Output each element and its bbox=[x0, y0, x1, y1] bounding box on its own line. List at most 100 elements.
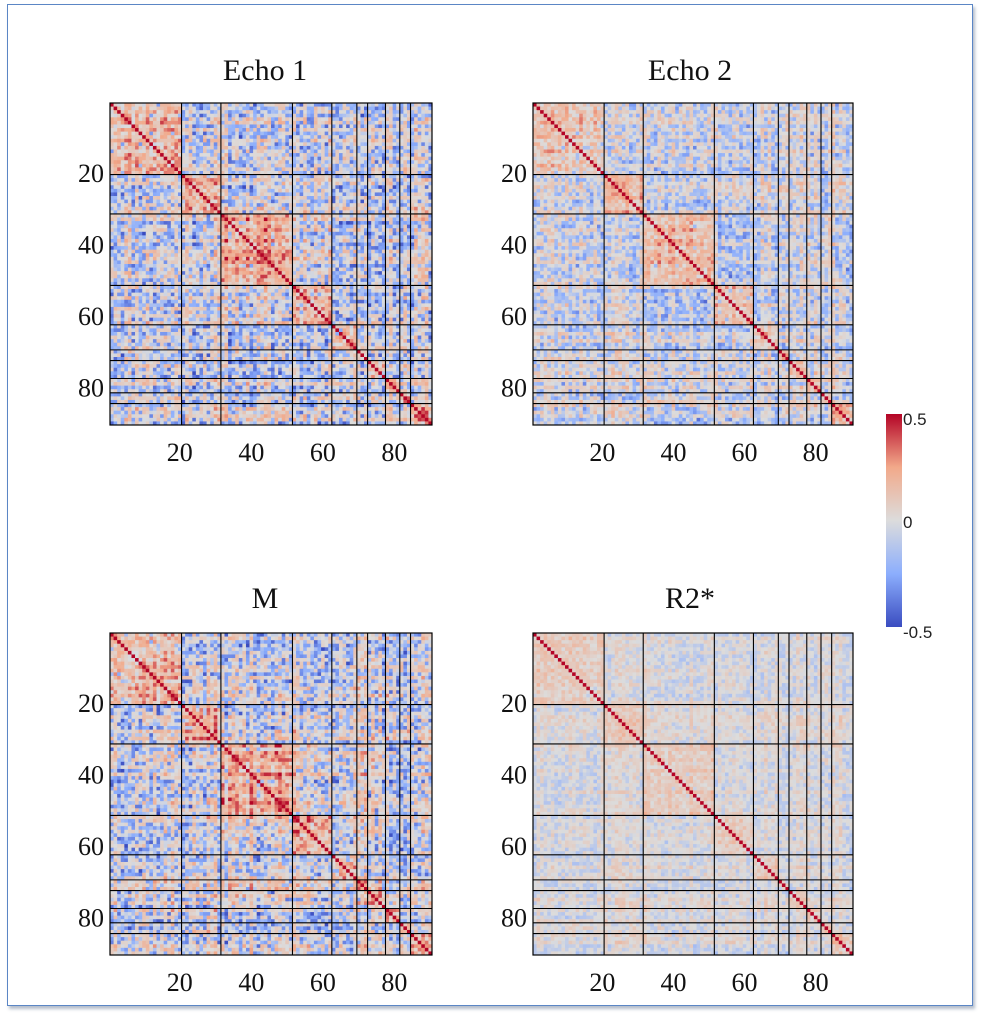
heatmap-cell bbox=[139, 124, 143, 128]
heatmap-cell bbox=[221, 150, 225, 154]
heatmap-cell bbox=[414, 150, 418, 154]
heatmap-cell bbox=[189, 124, 193, 128]
heatmap-cell bbox=[418, 117, 422, 121]
heatmap-cell bbox=[121, 150, 125, 154]
heatmap-cell bbox=[131, 139, 135, 143]
heatmap-cell bbox=[275, 139, 279, 143]
heatmap-cell bbox=[124, 117, 128, 121]
heatmap-cell bbox=[296, 146, 300, 150]
heatmap-cell bbox=[339, 110, 343, 114]
heatmap-cell bbox=[131, 124, 135, 128]
heatmap-cell bbox=[242, 121, 246, 125]
heatmap-cell bbox=[174, 139, 178, 143]
heatmap-cell bbox=[221, 117, 225, 121]
heatmap-cell bbox=[203, 146, 207, 150]
heatmap-cell bbox=[185, 107, 189, 111]
heatmap-cell bbox=[285, 121, 289, 125]
heatmap-cell bbox=[207, 128, 211, 132]
heatmap-cell bbox=[207, 110, 211, 114]
heatmap-cell bbox=[343, 150, 347, 154]
heatmap-cell bbox=[400, 124, 404, 128]
heatmap-cell bbox=[160, 110, 164, 114]
heatmap-cell bbox=[339, 139, 343, 143]
heatmap-cell bbox=[228, 150, 232, 154]
heatmap-cell bbox=[257, 117, 261, 121]
heatmap-cell bbox=[135, 132, 139, 136]
heatmap-cell bbox=[368, 132, 372, 136]
heatmap-cell bbox=[164, 107, 168, 111]
heatmap-cell bbox=[128, 135, 132, 139]
heatmap-cell bbox=[271, 150, 275, 154]
heatmap-cell bbox=[153, 132, 157, 136]
heatmap-cell bbox=[282, 142, 286, 146]
heatmap-cell bbox=[421, 139, 425, 143]
heatmap-cell bbox=[300, 142, 304, 146]
heatmap-cell bbox=[389, 114, 393, 118]
heatmap-cell bbox=[124, 139, 128, 143]
heatmap-cell bbox=[264, 132, 268, 136]
heatmap-cell bbox=[360, 139, 364, 143]
heatmap-cell bbox=[360, 107, 364, 111]
heatmap-cell bbox=[368, 128, 372, 132]
heatmap-cell bbox=[199, 150, 203, 154]
heatmap-cell bbox=[203, 150, 207, 154]
heatmap-cell bbox=[174, 142, 178, 146]
heatmap-cell bbox=[385, 150, 389, 154]
heatmap-cell bbox=[114, 124, 118, 128]
heatmap-cell bbox=[321, 135, 325, 139]
heatmap-cell bbox=[303, 132, 307, 136]
heatmap-cell bbox=[235, 139, 239, 143]
heatmap-cell bbox=[350, 124, 354, 128]
heatmap-cell bbox=[124, 132, 128, 136]
heatmap-cell bbox=[124, 107, 128, 111]
heatmap-cell bbox=[260, 117, 264, 121]
heatmap-cell bbox=[411, 110, 415, 114]
heatmap-cell bbox=[192, 146, 196, 150]
heatmap-cell bbox=[335, 139, 339, 143]
heatmap-cell bbox=[196, 110, 200, 114]
heatmap-cell bbox=[192, 139, 196, 143]
heatmap-cell bbox=[149, 132, 153, 136]
heatmap-cell bbox=[235, 110, 239, 114]
heatmap-cell bbox=[146, 132, 150, 136]
heatmap-cell bbox=[264, 124, 268, 128]
heatmap-cell bbox=[314, 146, 318, 150]
heatmap-cell bbox=[267, 128, 271, 132]
heatmap-cell bbox=[368, 150, 372, 154]
heatmap-cell bbox=[271, 139, 275, 143]
heatmap-cell bbox=[185, 117, 189, 121]
heatmap-cell bbox=[232, 132, 236, 136]
heatmap-cell bbox=[300, 146, 304, 150]
heatmap-cell bbox=[314, 128, 318, 132]
heatmap-cell bbox=[350, 107, 354, 111]
heatmap-cell bbox=[139, 117, 143, 121]
heatmap-cell bbox=[357, 110, 361, 114]
heatmap-cell bbox=[203, 110, 207, 114]
heatmap-cell bbox=[264, 142, 268, 146]
heatmap-cell bbox=[418, 139, 422, 143]
heatmap-cell bbox=[393, 135, 397, 139]
heatmap-cell bbox=[142, 135, 146, 139]
heatmap-cell bbox=[307, 117, 311, 121]
heatmap-cell bbox=[131, 132, 135, 136]
heatmap-cell bbox=[285, 128, 289, 132]
heatmap-cell bbox=[185, 114, 189, 118]
heatmap-cell bbox=[203, 135, 207, 139]
heatmap-cell bbox=[271, 121, 275, 125]
heatmap-cell bbox=[368, 117, 372, 121]
heatmap-cell bbox=[239, 150, 243, 154]
heatmap-cell bbox=[153, 107, 157, 111]
heatmap-cell bbox=[400, 110, 404, 114]
heatmap-cell bbox=[343, 135, 347, 139]
heatmap-cell bbox=[250, 139, 254, 143]
heatmap-cell bbox=[357, 132, 361, 136]
heatmap-cell bbox=[214, 114, 218, 118]
heatmap-cell bbox=[296, 107, 300, 111]
heatmap-cell bbox=[343, 110, 347, 114]
heatmap-cell bbox=[117, 150, 121, 154]
heatmap-cell bbox=[260, 121, 264, 125]
heatmap-cell bbox=[346, 150, 350, 154]
heatmap-cell bbox=[414, 107, 418, 111]
heatmap-cell bbox=[346, 117, 350, 121]
heatmap-cell bbox=[214, 150, 218, 154]
